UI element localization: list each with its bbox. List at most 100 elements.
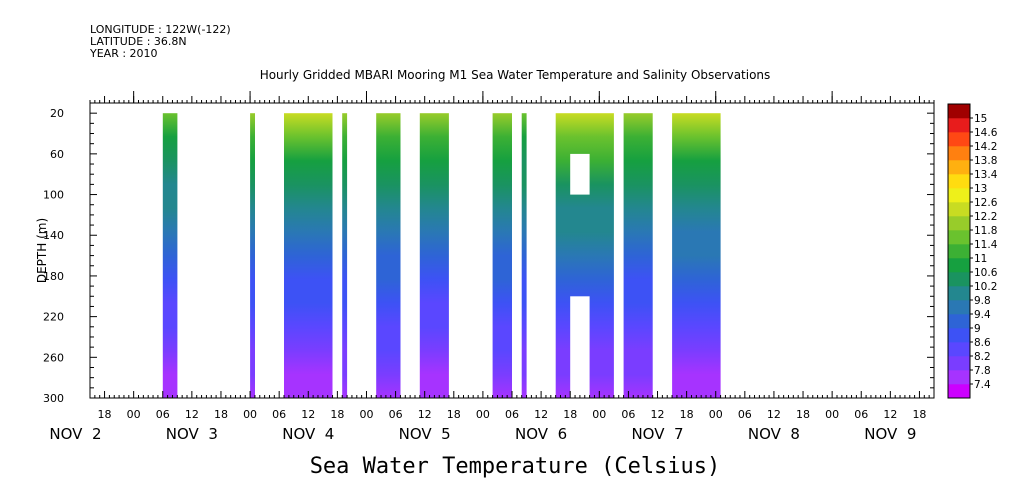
- x-hour-label: 18: [98, 408, 112, 421]
- year-label: YEAR : 2010: [90, 47, 158, 60]
- data-segment: [672, 113, 721, 398]
- x-hour-label: 18: [680, 408, 694, 421]
- x-day-label: NOV 2: [49, 425, 101, 443]
- colorbar-level-label: 10.2: [974, 281, 997, 293]
- x-hour-label: 00: [592, 408, 606, 421]
- chart-title: Hourly Gridded MBARI Mooring M1 Sea Wate…: [259, 68, 771, 82]
- y-axis: 20 60 100 140 180 220 260 300: [43, 107, 934, 405]
- colorbar-level-label: 15: [974, 113, 987, 125]
- latitude-label: LATITUDE : 36.8N: [90, 35, 187, 48]
- x-hour-label: 00: [127, 408, 141, 421]
- colorbar-level-label: 12.6: [974, 197, 998, 209]
- colorbar-swatch: [948, 216, 970, 231]
- colorbar-level-label: 7.8: [974, 365, 991, 377]
- x-day-label: NOV 7: [631, 425, 683, 443]
- colorbar-swatch: [948, 314, 970, 329]
- colorbar-level-label: 8.2: [974, 351, 991, 363]
- x-day-label: NOV 6: [515, 425, 567, 443]
- y-tick-label: 260: [43, 351, 64, 364]
- x-hour-label: 12: [534, 408, 548, 421]
- colorbar-swatch: [948, 370, 970, 385]
- colorbar-level-label: 11.8: [974, 225, 997, 237]
- data-segment: [162, 113, 178, 398]
- colorbar-level-label: 9.4: [974, 309, 991, 321]
- x-day-label: NOV 3: [166, 425, 218, 443]
- data-segment: [342, 113, 348, 398]
- x-hour-label: 06: [272, 408, 286, 421]
- longitude-label: LONGITUDE : 122W(-122): [90, 23, 231, 36]
- x-hour-label: 06: [621, 408, 635, 421]
- colorbar-level-label: 14.2: [974, 141, 997, 153]
- colorbar-level-label: 7.4: [974, 379, 991, 391]
- data-segment: [492, 113, 512, 398]
- data-segment: [250, 113, 255, 398]
- colorbar-level-label: 9.8: [974, 295, 991, 307]
- y-tick-label: 220: [43, 311, 64, 324]
- colorbar-swatch: [948, 356, 970, 371]
- x-day-label: NOV 4: [282, 425, 334, 443]
- colorbar: 7.4 7.8 8.2 8.6 9 9.4 9.8 10.2 10.6 11 11.4 11.8 12.…: [947, 103, 998, 399]
- colorbar-level-label: 10.6: [974, 267, 998, 279]
- colorbar-swatch: [948, 286, 970, 301]
- missing-data-blocks: [570, 153, 590, 398]
- x-day-label: NOV 5: [399, 425, 451, 443]
- x-hour-label: 06: [854, 408, 868, 421]
- colorbar-swatch: [948, 300, 970, 315]
- colorbar-level-label: 11: [974, 253, 987, 265]
- variable-label: Sea Water Temperature (Celsius): [309, 454, 721, 479]
- data-segment: [284, 113, 333, 398]
- x-hour-label: 06: [156, 408, 170, 421]
- data-segments: [162, 113, 721, 398]
- x-hour-label: 18: [330, 408, 344, 421]
- x-hour-label: 00: [709, 408, 723, 421]
- colorbar-level-label: 13.4: [974, 169, 998, 181]
- colorbar-level-label: 9: [974, 323, 981, 335]
- x-hour-label: 18: [563, 408, 577, 421]
- x-day-label: NOV 9: [864, 425, 916, 443]
- colorbar-frame: [947, 103, 971, 399]
- y-axis-label: DEPTH (m): [35, 218, 49, 283]
- x-day-label: NOV 8: [748, 425, 800, 443]
- colorbar-swatch: [948, 188, 970, 203]
- colorbar-swatch: [948, 384, 970, 399]
- y-tick-label: 100: [43, 189, 64, 202]
- x-hour-label: 12: [883, 408, 897, 421]
- colorbar-swatch: [948, 272, 970, 287]
- colorbar-swatch: [948, 104, 970, 119]
- y-tick-label: 180: [43, 270, 64, 283]
- data-segment: [419, 113, 449, 398]
- y-tick-label: 20: [50, 107, 64, 120]
- x-hour-label: 18: [447, 408, 461, 421]
- colorbar-swatch: [948, 160, 970, 175]
- colorbar-level-label: 11.4: [974, 239, 998, 251]
- colorbar-level-label: 12.2: [974, 211, 997, 223]
- colorbar-level-label: 8.6: [974, 337, 991, 349]
- x-axis: 18 00 06 12 18 00 06 12 18 00 06 12 18 00 06 12 18 00 06 12…: [49, 91, 935, 443]
- missing-data-block: [570, 296, 590, 398]
- x-hour-label: 06: [505, 408, 519, 421]
- x-hour-label: 18: [912, 408, 926, 421]
- colorbar-level-label: 13.8: [974, 155, 997, 167]
- data-segment: [376, 113, 401, 398]
- x-hour-label: 00: [243, 408, 257, 421]
- x-hour-label: 12: [301, 408, 315, 421]
- x-hour-label: 18: [796, 408, 810, 421]
- x-hour-label: 00: [825, 408, 839, 421]
- data-segment: [521, 113, 527, 398]
- y-tick-label: 140: [43, 229, 64, 242]
- x-hour-label: 12: [767, 408, 781, 421]
- colorbar-swatch: [948, 146, 970, 161]
- x-hour-label: 00: [359, 408, 373, 421]
- x-hour-label: 06: [738, 408, 752, 421]
- metadata-block: LONGITUDE : 122W(-122) LATITUDE : 36.8N …: [90, 24, 231, 60]
- x-hour-label: 06: [389, 408, 403, 421]
- colorbar-swatch: [948, 132, 970, 147]
- colorbar-swatch: [948, 342, 970, 357]
- colorbar-swatch: [948, 328, 970, 343]
- x-hour-label: 12: [651, 408, 665, 421]
- colorbar-level-label: 14.6: [974, 127, 998, 139]
- colorbar-swatch: [948, 230, 970, 245]
- y-tick-label: 60: [50, 148, 64, 161]
- colorbar-swatch: [948, 258, 970, 273]
